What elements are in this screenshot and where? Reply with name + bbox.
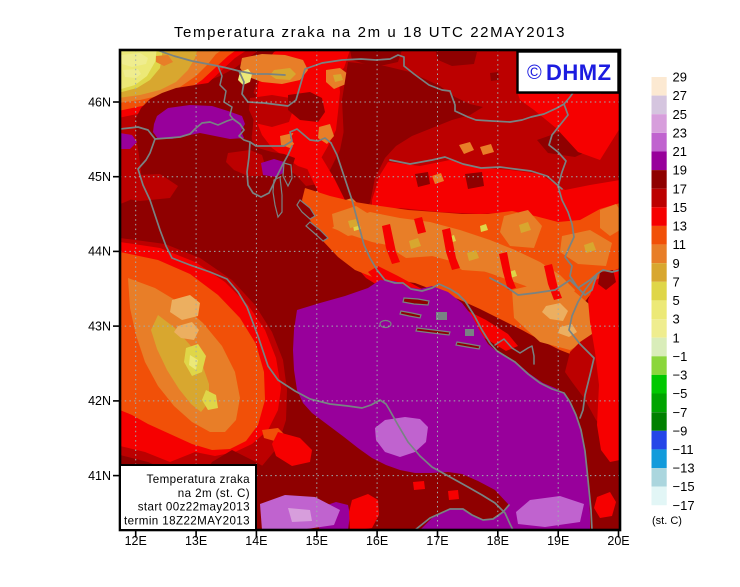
svg-text:−9: −9 [673, 423, 688, 438]
svg-text:18E: 18E [487, 534, 509, 548]
svg-text:21: 21 [673, 144, 687, 159]
svg-text:Temperatura zraka na 2m u 18 U: Temperatura zraka na 2m u 18 UTC 22MAY20… [174, 24, 566, 41]
svg-text:14E: 14E [245, 534, 267, 548]
svg-text:start 00z22may2013: start 00z22may2013 [138, 501, 250, 514]
svg-text:25: 25 [673, 107, 687, 122]
svg-text:−3: −3 [673, 368, 688, 383]
svg-text:17E: 17E [426, 534, 448, 548]
svg-text:43N: 43N [88, 319, 111, 333]
svg-text:15: 15 [673, 200, 687, 215]
svg-text:5: 5 [673, 293, 680, 308]
svg-text:−7: −7 [673, 405, 688, 420]
svg-text:11: 11 [673, 237, 687, 252]
svg-text:19: 19 [673, 163, 687, 178]
svg-text:23: 23 [673, 126, 687, 141]
svg-text:29: 29 [673, 70, 687, 85]
svg-text:12E: 12E [125, 534, 147, 548]
svg-text:−13: −13 [673, 461, 695, 476]
svg-text:9: 9 [673, 256, 680, 271]
svg-text:Temperatura zraka: Temperatura zraka [147, 473, 251, 486]
svg-text:42N: 42N [88, 394, 111, 408]
svg-text:−5: −5 [673, 386, 688, 401]
svg-text:19E: 19E [547, 534, 569, 548]
svg-text:16E: 16E [366, 534, 388, 548]
svg-text:17: 17 [673, 181, 687, 196]
svg-text:7: 7 [673, 274, 680, 289]
svg-text:−11: −11 [673, 442, 694, 457]
svg-text:13: 13 [673, 219, 687, 234]
svg-text:27: 27 [673, 88, 687, 103]
svg-text:(st. C): (st. C) [652, 515, 682, 527]
svg-text:44N: 44N [88, 245, 111, 259]
svg-text:©: © [527, 62, 542, 84]
svg-text:−17: −17 [673, 498, 695, 513]
svg-text:1: 1 [673, 330, 680, 345]
svg-text:termin 18Z22MAY2013: termin 18Z22MAY2013 [124, 515, 250, 528]
svg-text:−15: −15 [673, 479, 695, 494]
svg-text:15E: 15E [306, 534, 328, 548]
svg-text:13E: 13E [185, 534, 207, 548]
svg-text:46N: 46N [88, 95, 111, 109]
svg-text:−1: −1 [673, 349, 688, 364]
svg-text:45N: 45N [88, 170, 111, 184]
svg-text:na 2m (st. C): na 2m (st. C) [178, 487, 250, 500]
svg-text:41N: 41N [88, 469, 111, 483]
svg-text:DHMZ: DHMZ [546, 60, 612, 85]
svg-text:20E: 20E [607, 534, 629, 548]
svg-text:3: 3 [673, 312, 680, 327]
